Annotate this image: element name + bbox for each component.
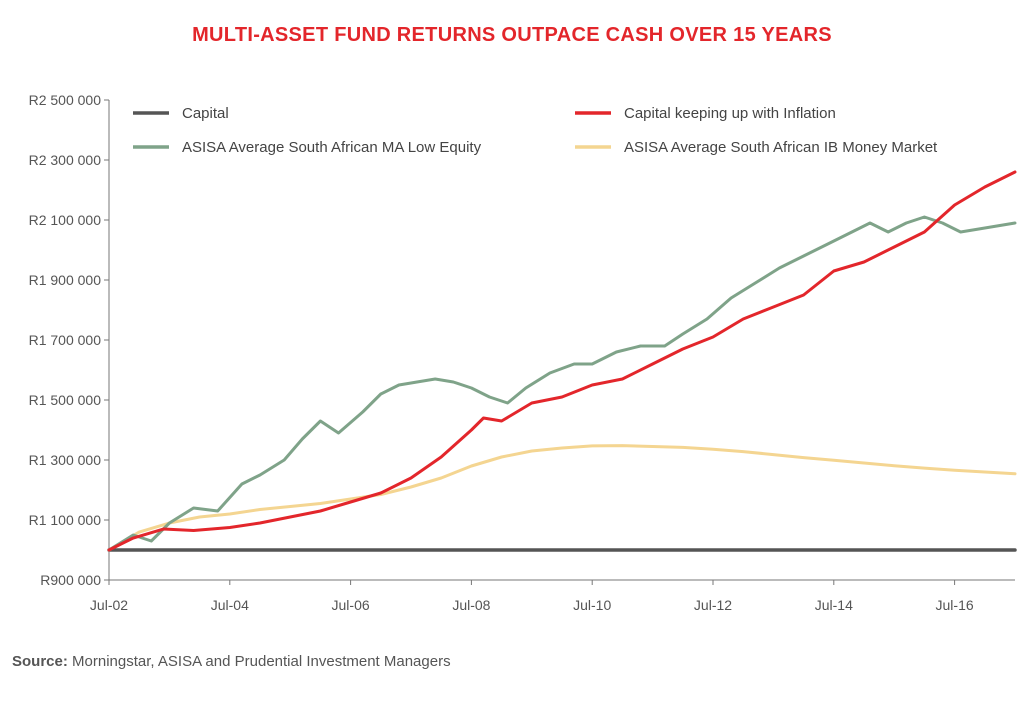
y-tick-label: R1 500 000 [29, 392, 102, 408]
legend-label: ASISA Average South African IB Money Mar… [624, 139, 938, 156]
legend-label: Capital keeping up with Inflation [624, 105, 836, 122]
source-label: Source: [12, 653, 68, 670]
y-tick-label: R1 300 000 [29, 452, 102, 468]
y-tick-label: R2 500 000 [29, 92, 102, 108]
y-tick-label: R2 100 000 [29, 212, 102, 228]
x-tick-label: Jul-08 [452, 597, 490, 613]
x-tick-label: Jul-14 [815, 597, 853, 613]
y-axis: R2 500 000 R2 300 000 R2 100 000 R1 900 000… [29, 92, 110, 588]
series-line [107, 170, 1017, 552]
series-line [107, 444, 1017, 552]
source-text: Morningstar, ASISA and Prudential Invest… [72, 653, 451, 670]
source-note: Source: Morningstar, ASISA and Prudentia… [12, 653, 451, 670]
y-tick-label: R1 700 000 [29, 332, 102, 348]
y-tick-label: R900 000 [40, 572, 101, 588]
legend-label: ASISA Average South African MA Low Equit… [182, 139, 482, 156]
x-tick-label: Jul-04 [211, 597, 249, 613]
y-tick-label: R2 300 000 [29, 152, 102, 168]
x-tick-label: Jul-06 [332, 597, 370, 613]
chart-title: MULTI-ASSET FUND RETURNS OUTPACE CASH OV… [192, 24, 832, 46]
x-tick-label: Jul-10 [573, 597, 611, 613]
legend-label: Capital [182, 105, 229, 122]
series-lines [107, 170, 1017, 552]
x-tick-label: Jul-16 [936, 597, 974, 613]
x-tick-label: Jul-02 [90, 597, 128, 613]
series-line [107, 215, 1017, 552]
y-tick-label: R1 900 000 [29, 272, 102, 288]
x-tick-label: Jul-12 [694, 597, 732, 613]
x-axis: Jul-02 Jul-04 Jul-06 Jul-08 Jul-10 Jul-12 Jul-… [90, 579, 1015, 613]
y-tick-label: R1 100 000 [29, 512, 102, 528]
legend: Capital Capital keeping up with Inflation… [133, 105, 938, 156]
